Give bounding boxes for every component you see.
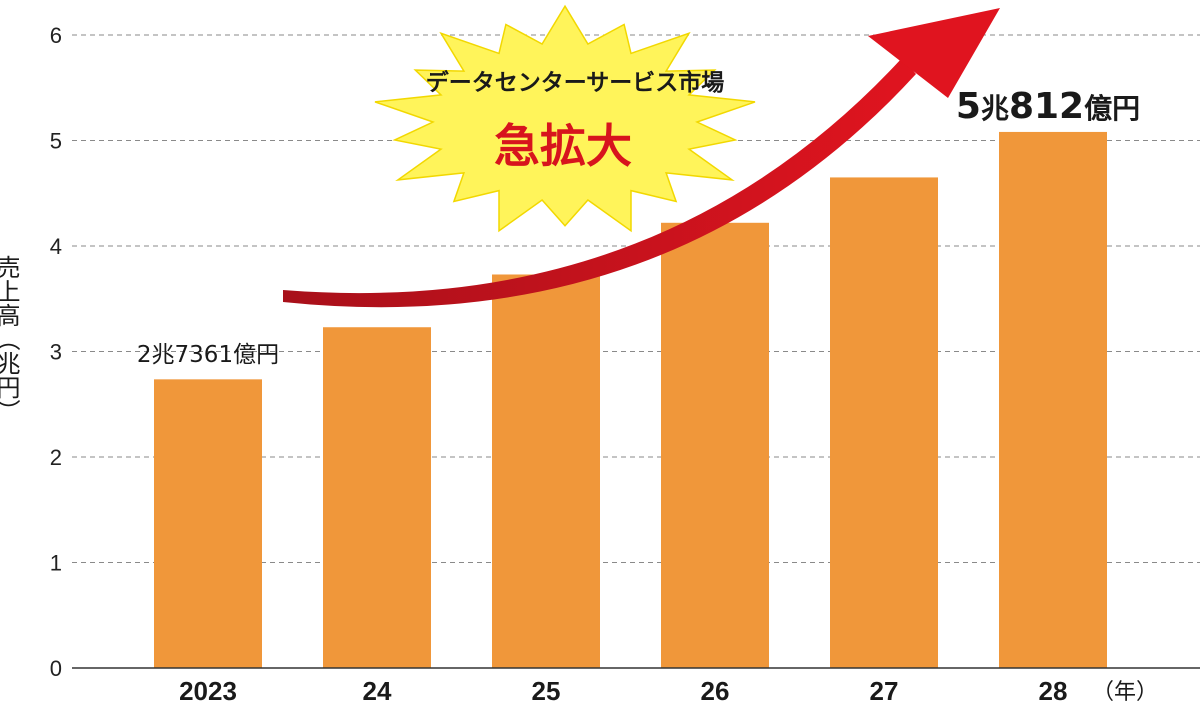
y-tick-label: 3 [50, 340, 62, 365]
bar-26 [661, 222, 769, 669]
y-tick-labels: 0 1 2 3 4 5 6 [50, 23, 62, 681]
x-tick-label: 2023 [179, 676, 237, 706]
bar-25 [492, 274, 600, 668]
annotation-subtitle: データセンターサービス市場 [426, 69, 725, 96]
bar-24 [323, 327, 431, 668]
x-tick-label: 26 [701, 676, 730, 706]
starburst-shape [374, 4, 756, 233]
bars [154, 131, 1107, 669]
bar-28 [999, 131, 1107, 668]
x-tick-label: 24 [363, 676, 392, 706]
last-bar-value-label: 5兆812億円 [956, 86, 1140, 127]
last-value-number-1: 5 [956, 86, 981, 127]
first-bar-value-label: 2兆7361億円 [137, 342, 279, 368]
growth-arrow-head [868, 8, 1000, 98]
y-tick-label: 6 [50, 23, 62, 48]
last-value-unit-2: 億円 [1084, 92, 1140, 125]
x-tick-label: 28 [1039, 676, 1068, 706]
bar-2023 [154, 379, 262, 668]
y-tick-label: 2 [50, 445, 62, 470]
y-axis-label: 売上高（兆円） [0, 255, 20, 423]
annotation-title: 急拡大 [494, 119, 632, 173]
y-tick-label: 4 [50, 234, 62, 259]
y-tick-label: 1 [50, 551, 62, 576]
y-tick-label: 0 [50, 656, 62, 681]
x-unit-label: （年） [1092, 680, 1158, 705]
last-value-unit-1: 兆 [981, 92, 1009, 125]
growth-arrow-shaft [283, 58, 916, 308]
bar-27 [830, 177, 938, 669]
last-value-number-2: 812 [1009, 86, 1084, 127]
x-tick-label: 25 [532, 676, 561, 706]
x-tick-label: 27 [870, 676, 899, 706]
x-tick-labels: 2023 24 25 26 27 28 [179, 676, 1067, 706]
y-tick-label: 5 [50, 129, 62, 154]
